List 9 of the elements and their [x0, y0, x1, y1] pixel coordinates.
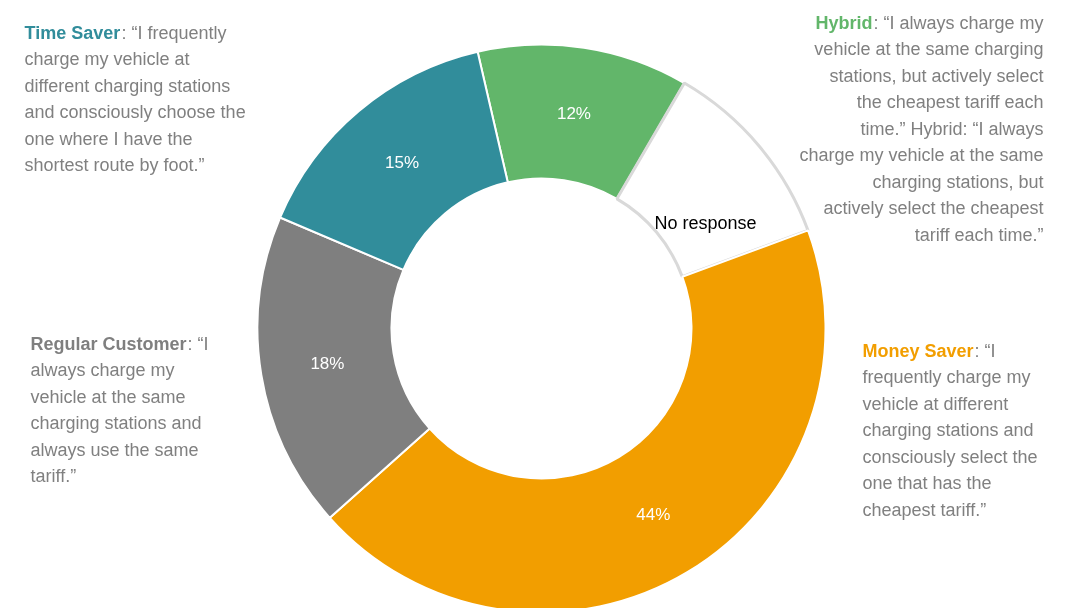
data-label: 44%	[636, 505, 671, 525]
slice-label: Time Saver: “I frequently charge my vehicle at different charging stations and consciously choose the one where I have the shortest route by foot.”	[24, 22, 246, 175]
slice-label: No response	[654, 212, 757, 233]
category-label: Hybrid: “I always charge my vehicle at the same charging stations, but actively select the cheapest tariff each time.” Hybrid: “I always charge my vehicle at the same charging stations, but actively select the cheapest tariff each time.”	[799, 12, 1044, 245]
data-label: 18%	[310, 354, 345, 374]
slice-label: Regular Customer: “I always charge my vehicle at the same charging stations and always use the same tariff.”	[30, 333, 209, 486]
slice-label: Money Saver: “I frequently charge my vehicle at different charging stations and consciously select the one that has the cheapest tariff.”	[862, 340, 1038, 520]
data-label: 12%	[556, 104, 591, 124]
data-label: 15%	[385, 152, 420, 172]
